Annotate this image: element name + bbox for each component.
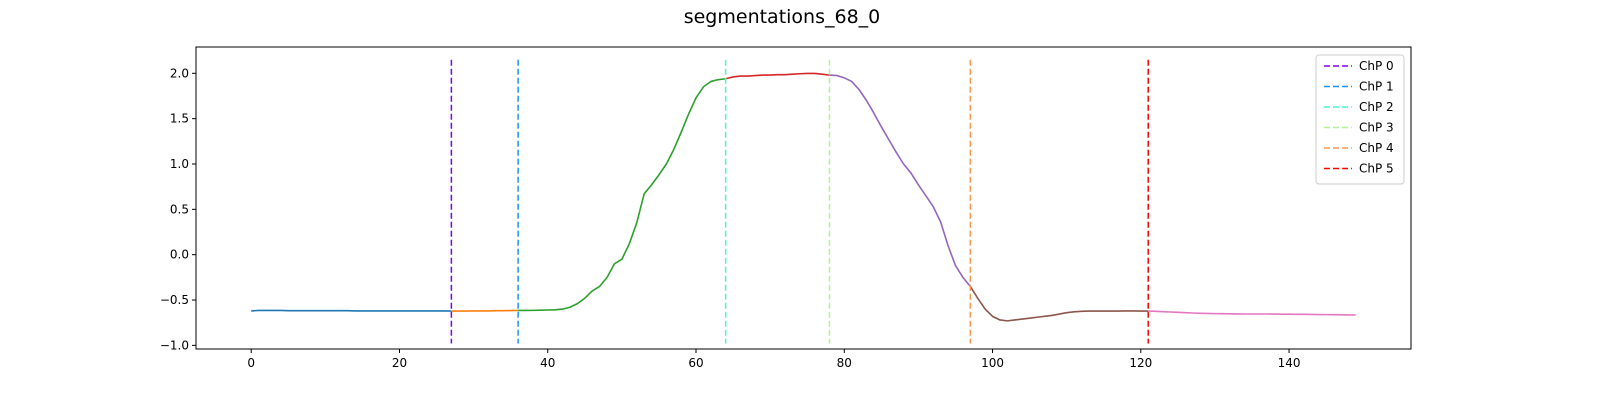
legend: ChP 0 ChP 1 ChP 2 ChP 3 ChP 4 ChP 5 xyxy=(1315,54,1405,185)
x-tick-label: 40 xyxy=(540,356,555,370)
legend-label: ChP 4 xyxy=(1359,141,1394,155)
chart-title: segmentations_68_0 xyxy=(684,6,881,28)
series-segment-2 xyxy=(518,77,726,312)
series-segment-4 xyxy=(829,74,971,287)
x-tick-label: 120 xyxy=(1129,356,1152,370)
y-tick-label: 0.5 xyxy=(170,202,189,216)
x-tick-label: 20 xyxy=(392,356,407,370)
series-segment-3 xyxy=(725,72,830,80)
x-tick-label: 100 xyxy=(981,356,1004,370)
series-segment-5 xyxy=(969,285,1149,322)
series-segment-0 xyxy=(251,309,452,312)
series-segment-1 xyxy=(451,309,519,312)
y-tick-label: 1.0 xyxy=(170,157,189,171)
y-tick-label: −1.0 xyxy=(160,338,189,352)
x-tick-label: 60 xyxy=(688,356,703,370)
x-tick-label: 80 xyxy=(837,356,852,370)
legend-label: ChP 2 xyxy=(1359,100,1394,114)
legend-label: ChP 5 xyxy=(1359,162,1394,176)
legend-label: ChP 0 xyxy=(1359,59,1394,73)
x-tick-label: 0 xyxy=(247,356,255,370)
legend-label: ChP 1 xyxy=(1359,80,1394,94)
plot-area-frame xyxy=(195,46,1412,350)
y-tick-label: 1.5 xyxy=(170,112,189,126)
series-segment-6 xyxy=(1148,310,1356,316)
y-tick-label: 2.0 xyxy=(170,66,189,80)
x-tick-label: 140 xyxy=(1278,356,1301,370)
y-tick-label: −0.5 xyxy=(160,293,189,307)
y-tick-label: 0.0 xyxy=(170,248,189,262)
legend-label: ChP 3 xyxy=(1359,121,1394,135)
